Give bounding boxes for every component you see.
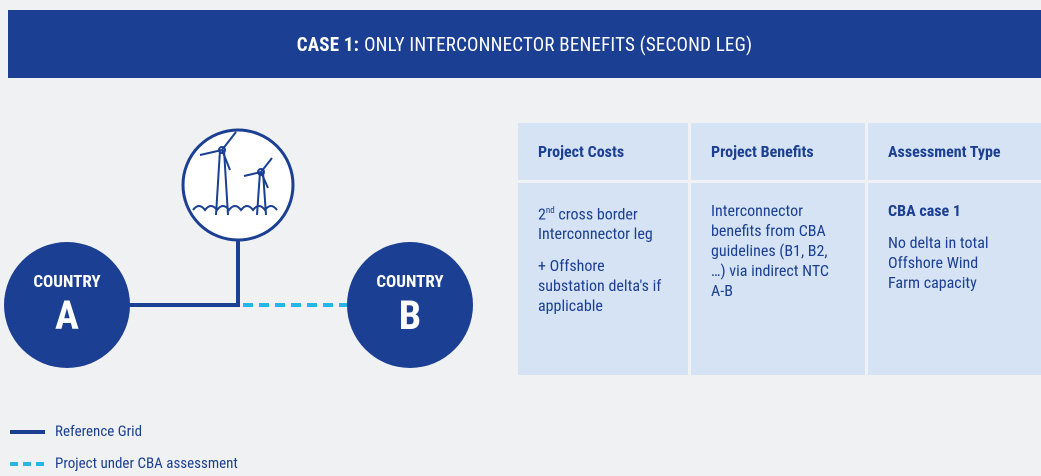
legend-item: Reference Grid: [55, 422, 143, 440]
assessment-title: CBA case 1: [888, 201, 961, 220]
node-label: COUNTRY: [376, 272, 444, 292]
table: Project Costs Project Benefits Assessmen…: [518, 123, 1041, 375]
benefits-cell: Interconnector benefits from CBA guideli…: [691, 183, 865, 375]
costs-text: 2nd cross border Interconnector leg: [538, 201, 674, 244]
wind-farm-icon: [181, 128, 295, 242]
header-cell: Project Benefits: [691, 123, 865, 180]
header-cell: Project Costs: [518, 123, 688, 180]
title-bold: CASE 1:: [296, 32, 360, 56]
costs-cell: 2nd cross border Interconnector leg + Of…: [518, 183, 688, 375]
country-b: [347, 242, 473, 368]
assessment-text: No delta in total Offshore Wind Farm cap…: [888, 233, 989, 292]
ordinal-suffix: nd: [545, 206, 555, 216]
assessment-cell: CBA case 1 No delta in total Offshore Wi…: [868, 183, 1041, 375]
costs-main: cross border Interconnector leg: [538, 204, 653, 244]
banner: CASE 1: ONLY INTERCONNECTOR BENEFITS (SEC…: [8, 10, 1041, 78]
node-letter: A: [55, 292, 79, 339]
title: ONLY INTERCONNECTOR BENEFITS (SECOND LEG…: [364, 32, 753, 56]
legend-item: Project under CBA assessment: [55, 454, 238, 472]
country-a: [4, 242, 130, 368]
benefits-text: Interconnector benefits from CBA guideli…: [711, 201, 829, 300]
costs-extra: + Offshore substation delta's if applica…: [538, 256, 662, 316]
ordinal: 2: [538, 204, 546, 224]
header-cell: Assessment Type: [868, 123, 1041, 180]
node-label: COUNTRY: [33, 272, 101, 292]
node-letter: B: [398, 292, 422, 339]
